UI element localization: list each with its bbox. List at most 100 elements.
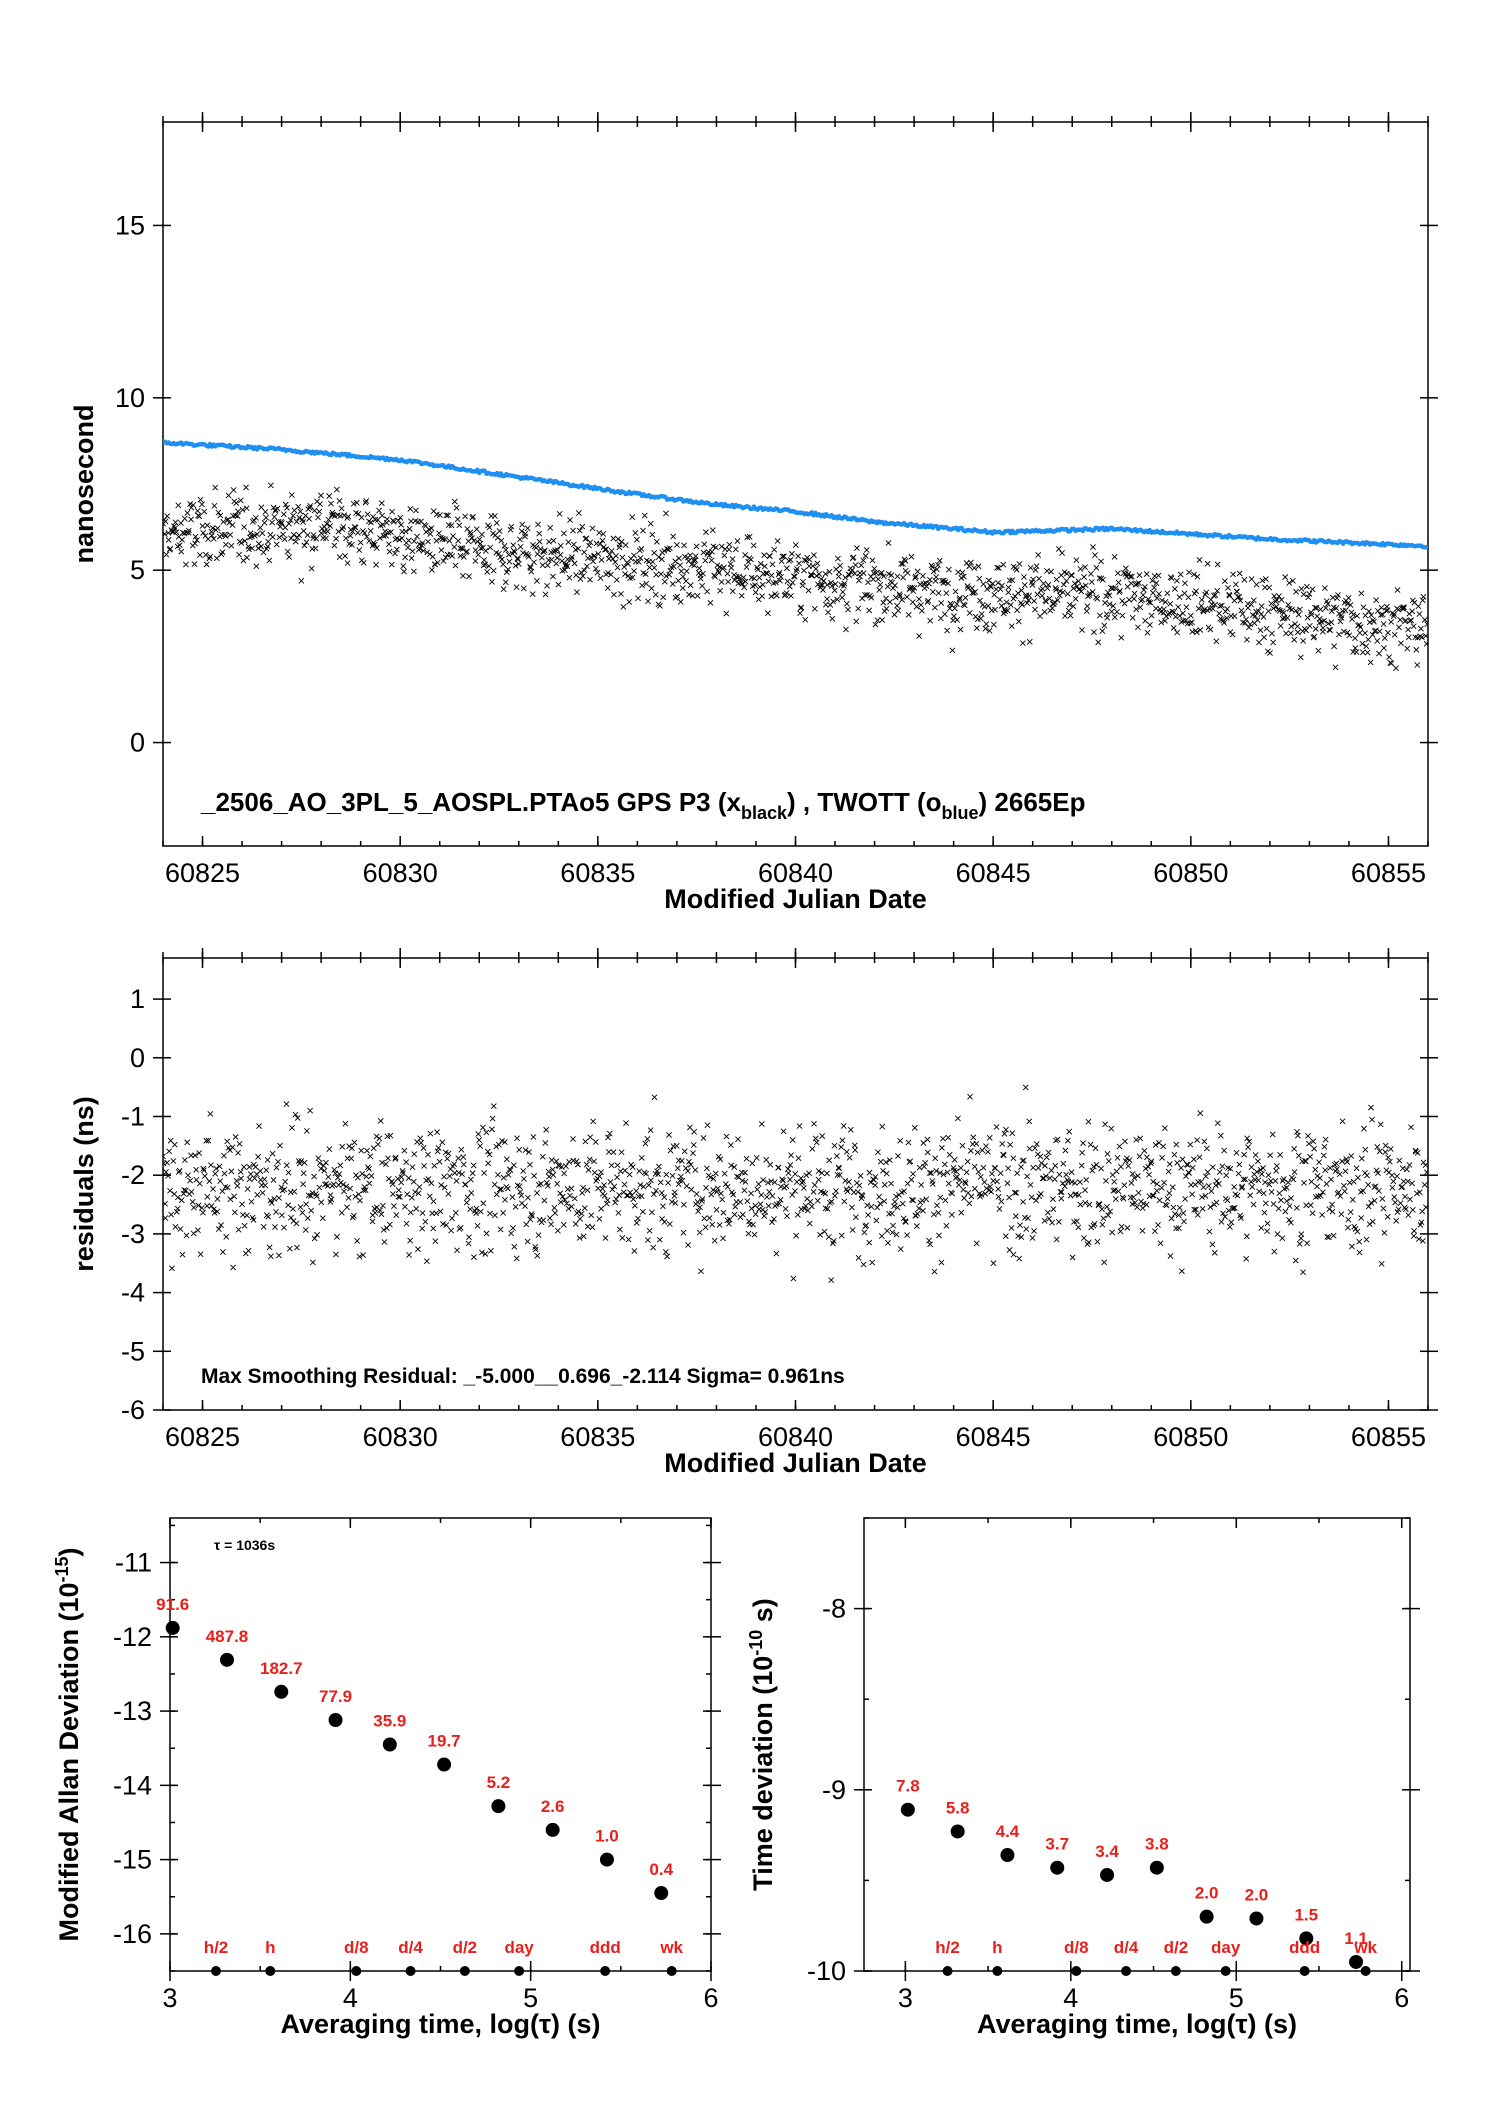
gps-p3-point (1423, 640, 1428, 647)
residual-point (237, 1168, 244, 1175)
gps-p3-point (1128, 580, 1135, 587)
residual-point (285, 1169, 292, 1176)
gps-p3-point (557, 551, 564, 558)
gps-p3-point (677, 598, 684, 605)
residual-point (1366, 1221, 1373, 1227)
gps-p3-point (619, 554, 626, 561)
gps-p3-point (264, 543, 271, 550)
gps-p3-point (295, 503, 302, 510)
gps-p3-point (222, 541, 229, 548)
residual-point (1130, 1194, 1137, 1201)
residual-point (1261, 1209, 1268, 1216)
residual-point (1200, 1184, 1207, 1191)
gps-p3-point (388, 561, 395, 568)
residual-point (631, 1248, 638, 1254)
residual-point (462, 1181, 469, 1188)
gps-p3-point (438, 547, 445, 554)
gps-p3-point (1268, 600, 1275, 607)
residual-point (789, 1191, 796, 1198)
gps-p3-point (1236, 593, 1243, 600)
gps-p3-point (776, 569, 783, 576)
gps-p3-point (1262, 584, 1268, 591)
residual-point (897, 1246, 904, 1252)
gps-p3-point (1147, 599, 1154, 606)
residual-point (1080, 1235, 1087, 1242)
residual-point (628, 1192, 635, 1199)
residual-point (304, 1215, 311, 1222)
residual-point (531, 1172, 538, 1179)
gps-p3-point (402, 554, 409, 561)
residual-point (216, 1163, 223, 1170)
residual-point (693, 1191, 700, 1197)
residual-point (995, 1186, 1002, 1192)
residual-point (514, 1135, 520, 1142)
residual-point (657, 1179, 664, 1186)
gps-p3-point (290, 531, 297, 538)
residual-point (1271, 1248, 1278, 1255)
gps-p3-point (1147, 621, 1153, 628)
residual-point (1109, 1229, 1116, 1236)
gps-p3-point (820, 586, 826, 593)
tdev-x-axis-title: Averaging time, log(τ) (s) (977, 2009, 1297, 2039)
residual-point (879, 1123, 886, 1130)
residual-point (405, 1175, 412, 1182)
residual-point (821, 1228, 828, 1235)
residual-point (577, 1215, 584, 1222)
gps-p3-point (575, 510, 582, 516)
gps-p3-point (709, 527, 716, 534)
residual-point (1099, 1206, 1105, 1213)
residual-point (1393, 1217, 1400, 1224)
gps-p3-point (342, 553, 349, 559)
residual-point (1051, 1176, 1058, 1183)
gps-p3-point (600, 531, 607, 537)
residual-point (640, 1183, 647, 1190)
tdev-marker-dot (1360, 1966, 1371, 1976)
residual-point (1337, 1193, 1344, 1200)
residual-point (1322, 1167, 1329, 1174)
residual-point (580, 1184, 587, 1191)
gps-p3-point (862, 592, 868, 598)
gps-p3-point (825, 609, 832, 616)
residual-point (1298, 1231, 1305, 1238)
residual-point (1382, 1149, 1389, 1156)
residual-point (448, 1227, 455, 1234)
residual-point (1027, 1181, 1034, 1188)
gps-p3-point (432, 561, 438, 568)
residual-point (398, 1179, 405, 1186)
residual-point (314, 1231, 321, 1238)
residual-point (777, 1183, 784, 1190)
gps-p3-point (787, 556, 794, 563)
residual-point (1241, 1151, 1248, 1158)
residual-point (1181, 1218, 1187, 1225)
gps-p3-point (1140, 592, 1146, 598)
gps-p3-point (829, 583, 835, 589)
residual-point (1325, 1234, 1332, 1241)
residual-point (713, 1206, 720, 1213)
gps-p3-point (280, 511, 287, 518)
residual-point (940, 1135, 946, 1142)
gps-p3-point (653, 538, 660, 545)
residual-point (1104, 1203, 1110, 1210)
residual-point (1334, 1166, 1340, 1173)
residual-point (607, 1179, 614, 1185)
gps-p3-point (192, 540, 198, 547)
residual-point (1277, 1151, 1284, 1158)
residual-point (644, 1135, 651, 1142)
residual-point (188, 1188, 195, 1195)
residual-point (958, 1209, 965, 1216)
gps-p3-point (759, 581, 766, 588)
mdev-point-label: 77.9 (319, 1687, 352, 1706)
mdev-y-tick-label: -15 (113, 1845, 152, 1875)
residual-point (752, 1211, 759, 1218)
gps-p3-point (498, 537, 505, 544)
gps-p3-point (1193, 588, 1200, 595)
residual-point (437, 1208, 444, 1215)
gps-p3-point (1027, 564, 1034, 571)
residual-point (377, 1207, 383, 1214)
residual-point (669, 1172, 676, 1179)
mdev-point (491, 1799, 506, 1814)
gps-p3-point (1081, 574, 1087, 580)
gps-p3-point (1187, 612, 1194, 619)
residual-point (1243, 1255, 1250, 1262)
